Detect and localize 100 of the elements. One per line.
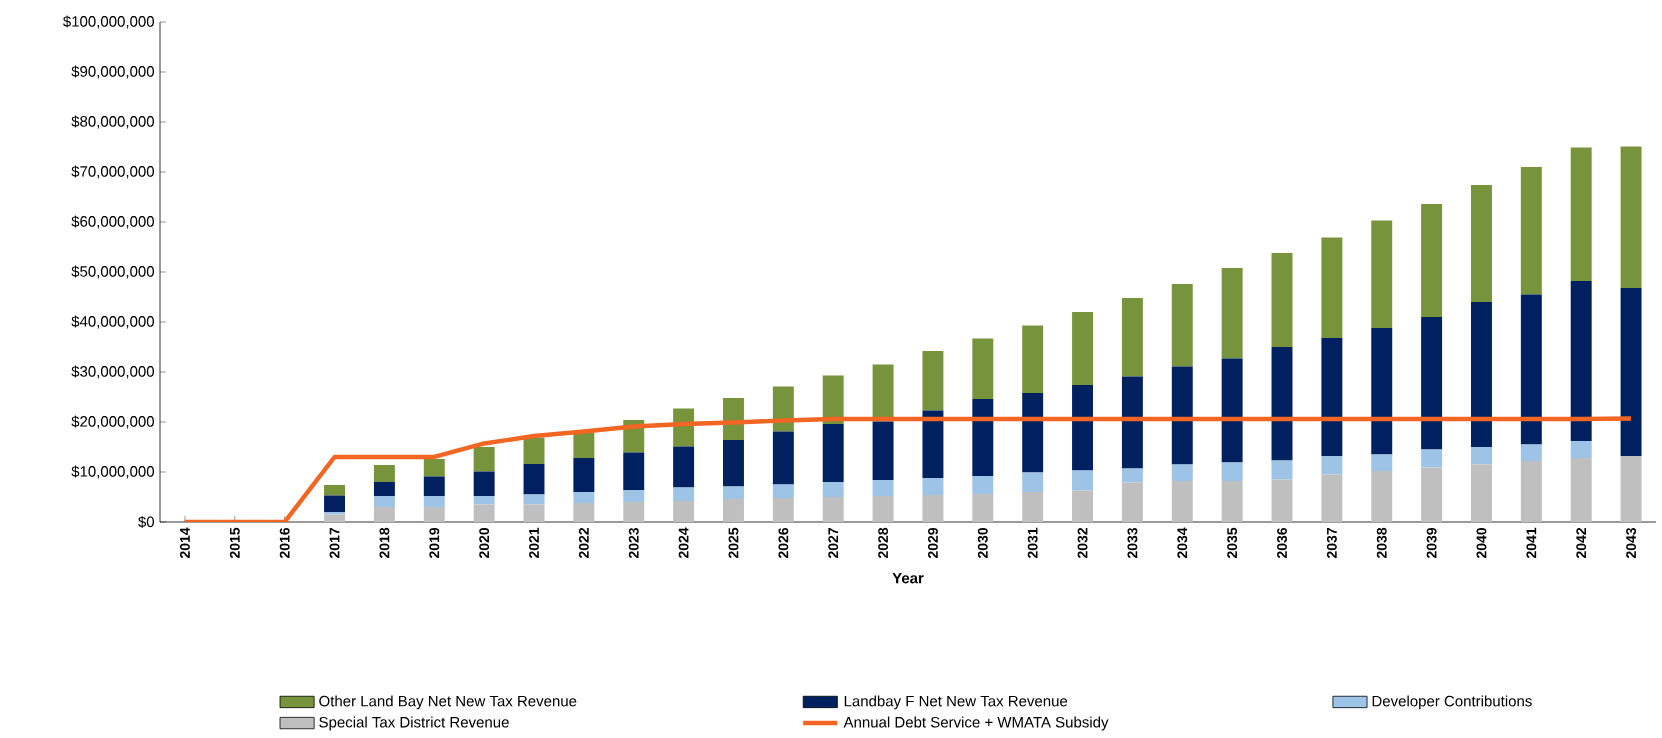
x-tick-label: 2027: [828, 528, 839, 559]
bar: [1421, 449, 1443, 468]
x-tick-label: 2015: [229, 527, 240, 559]
x-tick-label: 2024: [678, 527, 689, 559]
bar: [1022, 393, 1044, 473]
bar: [523, 494, 545, 505]
x-tick-label: 2022: [578, 528, 589, 559]
x-tick-label: 2039: [1426, 528, 1437, 559]
bar: [673, 446, 695, 488]
x-tick-label: 2018: [379, 528, 390, 559]
legend-label: Annual Debt Service + WMATA Subsidy: [843, 716, 1109, 731]
bar: [523, 437, 545, 465]
bar: [872, 496, 894, 523]
bar: [423, 476, 445, 497]
bar: [373, 482, 395, 497]
bar: [473, 447, 495, 472]
bar: [1171, 464, 1193, 482]
x-tick-label: 2036: [1277, 528, 1287, 559]
bar: [1271, 479, 1293, 523]
bar: [922, 495, 944, 523]
bar: [1321, 338, 1343, 457]
y-tick-label: $0: [138, 516, 155, 529]
bar: [373, 465, 395, 483]
x-tick-label: 2023: [628, 528, 639, 559]
bar: [623, 490, 645, 503]
bar: [772, 431, 794, 485]
bar: [1371, 328, 1393, 455]
y-tick-label: $50,000,000: [71, 265, 154, 279]
legend-label: Special Tax District Revenue: [319, 716, 509, 731]
bar: [1271, 460, 1293, 480]
x-tick-label: 2025: [728, 527, 739, 559]
bar: [1570, 281, 1592, 442]
x-tick-label: 2031: [1027, 527, 1038, 559]
bar: [1221, 358, 1243, 463]
y-tick-label: $90,000,000: [71, 65, 154, 79]
bar: [822, 375, 844, 425]
bar: [573, 503, 595, 523]
bar: [1471, 302, 1492, 448]
bar: [1471, 447, 1492, 465]
x-tick-label: 2016: [279, 528, 290, 559]
x-tick-label: 2042: [1576, 528, 1587, 559]
y-tick-label: $80,000,000: [71, 115, 154, 129]
bar: [523, 504, 545, 523]
bar: [1321, 237, 1343, 339]
x-tick-label: 2035: [1227, 527, 1238, 559]
y-tick-label: $40,000,000: [71, 315, 154, 329]
bar: [1620, 288, 1642, 457]
legend-label: Developer Contributions: [1372, 695, 1532, 710]
x-axis-title: Year: [892, 573, 924, 584]
x-tick-label: 2041: [1526, 527, 1537, 559]
bar: [1121, 468, 1143, 483]
legend-label: Landbay F Net New Tax Revenue: [844, 695, 1068, 710]
bar: [1570, 441, 1592, 459]
bar: [1171, 366, 1193, 465]
bar: [573, 458, 595, 493]
bar: [1421, 204, 1443, 318]
bar: [373, 496, 395, 508]
bar: [523, 464, 545, 495]
bar: [1371, 220, 1393, 329]
y-tick-label: $60,000,000: [71, 215, 154, 229]
bar: [1371, 454, 1393, 472]
bar: [324, 495, 346, 513]
x-tick-label: 2033: [1127, 528, 1138, 559]
bar: [1371, 471, 1393, 523]
bar: [1421, 317, 1443, 450]
x-tick-label: 2029: [928, 528, 938, 559]
bar: [1171, 481, 1193, 523]
y-tick-label: $70,000,000: [71, 165, 154, 179]
bar: [573, 492, 595, 504]
x-tick-label: 2021: [529, 527, 539, 559]
bar: [1321, 474, 1343, 523]
bar: [772, 386, 794, 432]
bar: [1620, 146, 1642, 289]
bar: [423, 496, 445, 508]
bar: [1620, 456, 1642, 523]
bar: [473, 471, 495, 497]
bar: [324, 485, 346, 496]
x-tick-label: 2030: [977, 528, 988, 559]
bar: [1271, 253, 1293, 348]
bar: [673, 501, 695, 523]
y-tick-label: $100,000,000: [63, 15, 154, 29]
x-tick-label: 2020: [479, 528, 490, 559]
bar: [1072, 312, 1094, 386]
bar: [1570, 147, 1592, 282]
bar: [1072, 385, 1094, 471]
x-tick-label: 2028: [878, 528, 889, 559]
x-tick-label: 2037: [1326, 528, 1337, 559]
bar: [922, 351, 944, 411]
y-tick-label: $20,000,000: [71, 415, 154, 429]
legend-label: Other Land Bay Net New Tax Revenue: [319, 695, 577, 710]
bar: [822, 482, 844, 498]
bar: [1520, 167, 1542, 295]
bar: [1321, 456, 1343, 475]
bar: [1271, 347, 1293, 461]
bar: [1022, 492, 1044, 523]
bar: [1520, 444, 1542, 462]
bar: [324, 514, 346, 523]
bar: [1121, 482, 1143, 523]
bar: [723, 499, 744, 523]
x-tick-label: 2038: [1376, 528, 1387, 559]
